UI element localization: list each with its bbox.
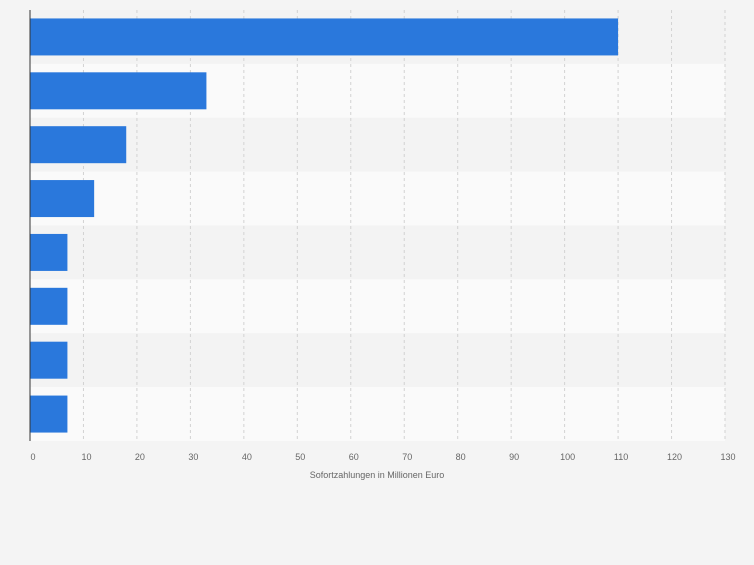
- row-band: [30, 171, 725, 226]
- x-tick-label: 130: [720, 452, 735, 462]
- x-axis-tick-labels: 0 10 20 30 40 50 60 70 80 90 100 110 120 130: [30, 452, 735, 462]
- x-tick-label: 110: [614, 452, 628, 462]
- bar[interactable]: [30, 72, 207, 110]
- bar[interactable]: [30, 341, 68, 379]
- bar[interactable]: [30, 287, 68, 325]
- x-tick-label: 40: [242, 452, 252, 462]
- row-band: [30, 333, 725, 388]
- x-tick-label: 30: [188, 452, 198, 462]
- x-axis-title: Sofortzahlungen in Millionen Euro: [310, 470, 445, 480]
- row-band: [30, 387, 725, 441]
- bar[interactable]: [30, 18, 619, 56]
- bar-series: [30, 18, 619, 433]
- x-tick-label: 0: [30, 452, 35, 462]
- row-band: [30, 225, 725, 280]
- bar[interactable]: [30, 180, 95, 218]
- bar[interactable]: [30, 395, 68, 433]
- row-band: [30, 279, 725, 334]
- x-tick-label: 90: [509, 452, 519, 462]
- x-tick-label: 80: [456, 452, 466, 462]
- x-tick-label: 20: [135, 452, 145, 462]
- bar[interactable]: [30, 233, 68, 271]
- x-tick-label: 120: [667, 452, 682, 462]
- bar[interactable]: [30, 126, 127, 164]
- x-tick-label: 70: [402, 452, 412, 462]
- x-tick-label: 60: [349, 452, 359, 462]
- x-tick-label: 100: [560, 452, 575, 462]
- x-tick-label: 10: [81, 452, 91, 462]
- row-bands: [30, 10, 725, 441]
- x-tick-label: 50: [295, 452, 305, 462]
- row-band: [30, 117, 725, 172]
